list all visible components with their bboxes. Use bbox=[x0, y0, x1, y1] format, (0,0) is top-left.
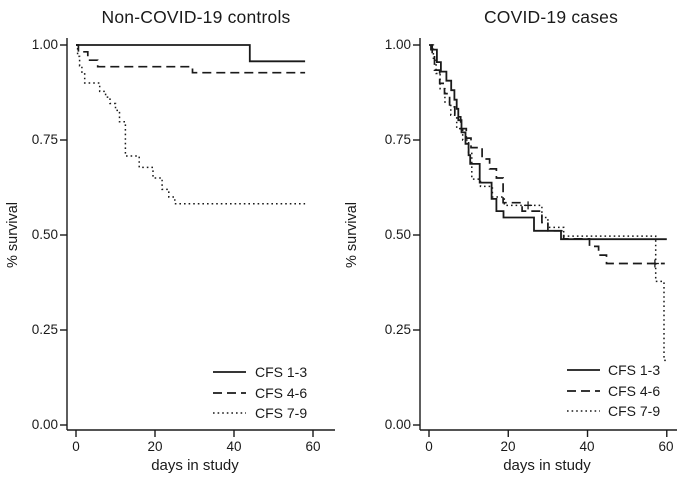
right-y-tick-label-025: 0.25 bbox=[384, 322, 411, 337]
survival-curve-cfs-7-9 bbox=[76, 44, 306, 205]
survival-curve-cfs-1-3 bbox=[76, 44, 306, 63]
right-x-axis-title: days in study bbox=[503, 457, 591, 474]
left-panel-title: Non-COVID-19 controls bbox=[101, 7, 291, 27]
right-x-tick-label-0: 0 bbox=[425, 439, 433, 454]
right-legend-label-cfs-1-3: CFS 1-3 bbox=[608, 362, 661, 378]
left-y-tick-label-100: 1.00 bbox=[31, 37, 58, 52]
right-legend-label-cfs-4-6: CFS 4-6 bbox=[608, 383, 661, 399]
right-x-tick-label-60: 60 bbox=[658, 439, 674, 454]
right-x-tick-label-40: 40 bbox=[579, 439, 595, 454]
survival-curve-cfs-1-3 bbox=[429, 44, 667, 241]
left-y-axis-title: % survival bbox=[5, 201, 21, 269]
left-x-axis-title: days in study bbox=[151, 457, 239, 474]
left-x-tick-label-40: 40 bbox=[226, 439, 242, 454]
left-y-tick-label-000: 0.00 bbox=[31, 417, 58, 432]
right-y-axis-title: % survival bbox=[344, 201, 360, 269]
right-panel-title: COVID-19 cases bbox=[483, 7, 619, 27]
right-legend-label-cfs-7-9: CFS 7-9 bbox=[608, 403, 661, 419]
right-y-tick-label-000: 0.00 bbox=[384, 417, 411, 432]
left-y-tick-label-025: 0.25 bbox=[31, 322, 58, 337]
survival-curve-cfs-7-9 bbox=[432, 44, 666, 362]
right-y-tick-label-075: 0.75 bbox=[384, 132, 411, 147]
survival-curve-cfs-4-6 bbox=[76, 44, 306, 74]
right-y-tick-label-050: 0.50 bbox=[384, 227, 411, 242]
right-x-tick-label-20: 20 bbox=[500, 439, 516, 454]
left-legend-label-cfs-7-9: CFS 7-9 bbox=[255, 405, 308, 421]
left-x-tick-label-60: 60 bbox=[305, 439, 321, 454]
left-y-tick-label-050: 0.50 bbox=[31, 227, 58, 242]
left-y-tick-label-075: 0.75 bbox=[31, 132, 58, 147]
left-x-tick-label-0: 0 bbox=[72, 439, 80, 454]
right-y-tick-label-100: 1.00 bbox=[384, 37, 411, 52]
left-legend-label-cfs-4-6: CFS 4-6 bbox=[255, 385, 308, 401]
left-legend-label-cfs-1-3: CFS 1-3 bbox=[255, 364, 308, 380]
survival-curve-cfs-4-6 bbox=[431, 44, 665, 265]
left-x-tick-label-20: 20 bbox=[147, 439, 163, 454]
